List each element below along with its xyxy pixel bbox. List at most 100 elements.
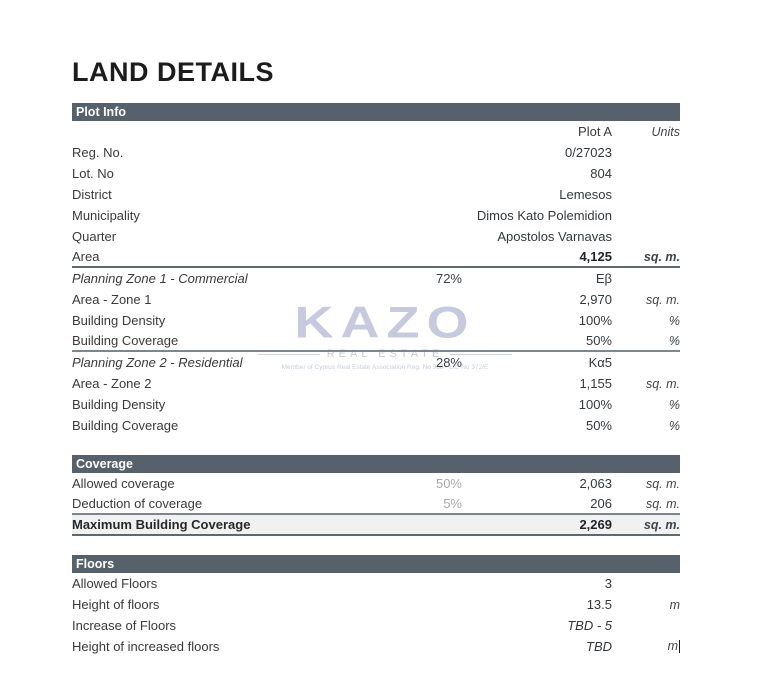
table-row: Area 4,125 sq. m. (72, 247, 680, 268)
row-label: Planning Zone 2 - Residential (72, 355, 243, 370)
table-row: Allowed coverage 50% 2,063 sq. m. (72, 473, 680, 494)
row-units: % (668, 333, 680, 348)
row-label: Building Density (72, 397, 166, 412)
table-row: Building Density 100%% (72, 310, 680, 331)
row-value: 804 (590, 166, 612, 181)
row-value: 13.5 (586, 597, 612, 612)
row-units: % (668, 313, 680, 328)
row-value: Dimos Kato Polemidion (476, 208, 612, 223)
watermark-rule-left (258, 353, 320, 355)
table-row: Deduction of coverage 5% 206 sq. m. (72, 494, 680, 515)
row-units[interactable]: m (667, 639, 680, 654)
text-cursor[interactable] (679, 639, 680, 653)
row-units: sq. m. (645, 292, 680, 307)
row-value: Eβ (595, 271, 612, 286)
row-mid: 28% (435, 355, 462, 370)
row-units: sq. m. (643, 517, 680, 532)
row-value: TBD (586, 639, 612, 654)
row-label: Building Coverage (72, 333, 179, 348)
table-row: Planning Zone 1 - Commercial 72% Eβ (72, 268, 680, 289)
row-mid: 72% (435, 271, 462, 286)
table-row: District Lemesos (72, 184, 680, 205)
row-label: Quarter (72, 229, 117, 244)
row-label: Deduction of coverage (72, 496, 203, 511)
table-row: Municipality Dimos Kato Polemidion (72, 205, 680, 226)
floors-rows: Allowed Floors 3 Height of floors 13.5 m Incr… (72, 573, 680, 657)
row-value: Kα5 (588, 355, 612, 370)
row-value: 1,155 (579, 376, 612, 391)
row-value: 2,970 (579, 292, 612, 307)
row-units: sq. m. (645, 476, 680, 491)
row-units: sq. m. (645, 496, 680, 511)
watermark-small-print: Member of Cyprus Real Estate Association… (281, 364, 489, 371)
table-row: Building Coverage 50%% (72, 331, 680, 352)
table-row: Maximum Building Coverage 2,269 sq. m. (72, 515, 680, 536)
column-header-plot: Plot A (578, 124, 612, 139)
table-row: Area - Zone 2 1,155 sq. m. (72, 373, 680, 394)
table-row: Planning Zone 2 - Residential 28% Kα5 (72, 352, 680, 373)
row-value: 3 (604, 576, 612, 591)
table-row: Allowed Floors 3 (72, 573, 680, 594)
column-header-row: Plot A Units (72, 121, 680, 142)
table-row: Building Density 100%% (72, 394, 680, 415)
row-mid: 5% (443, 496, 462, 511)
row-value: Lemesos (559, 187, 612, 202)
row-label: Planning Zone 1 - Commercial (72, 271, 248, 286)
column-header-units: Units (651, 124, 680, 139)
row-value: 100% (578, 397, 612, 412)
row-label: Municipality (72, 208, 140, 223)
coverage-rows: Allowed coverage 50% 2,063 sq. m. Deduction … (72, 473, 680, 536)
row-value: 2,269 (579, 517, 612, 532)
table-row: Reg. No. 0/27023 (72, 142, 680, 163)
row-units: sq. m. (643, 249, 680, 264)
row-label: District (72, 187, 112, 202)
row-value: TBD - 5 (567, 618, 612, 633)
watermark: KAZO REAL ESTATE Member of Cyprus Real E… (258, 298, 513, 371)
row-units: % (668, 418, 680, 433)
row-value: Apostolos Varnavas (497, 229, 612, 244)
row-units: m (669, 597, 680, 612)
row-value: 4,125 (579, 249, 612, 264)
table-row: Quarter Apostolos Varnavas (72, 226, 680, 247)
table-row: Building Coverage 50%% (72, 415, 680, 436)
row-value: 50% (585, 418, 612, 433)
row-label: Height of increased floors (72, 639, 220, 654)
row-units: sq. m. (645, 376, 680, 391)
row-label: Building Coverage (72, 418, 179, 433)
table-row: Area - Zone 1 2,970 sq. m. (72, 289, 680, 310)
row-label: Allowed Floors (72, 576, 158, 591)
row-label: Reg. No. (72, 145, 124, 160)
row-label: Maximum Building Coverage (72, 517, 251, 532)
row-label: Building Density (72, 313, 166, 328)
row-label: Area (72, 249, 100, 264)
row-units: % (668, 397, 680, 412)
table-row: Increase of Floors TBD - 5 (72, 615, 680, 636)
row-label: Area - Zone 2 (72, 376, 152, 391)
section-coverage: Coverage Allowed coverage 50% 2,063 sq. m. D… (72, 455, 680, 536)
table-row: Lot. No 804 (72, 163, 680, 184)
row-mid: 50% (435, 476, 462, 491)
section-header-coverage: Coverage (72, 455, 680, 473)
row-label: Allowed coverage (72, 476, 175, 491)
table-row: Height of floors 13.5 m (72, 594, 680, 615)
section-header-plot-info: Plot Info (72, 103, 680, 121)
row-value: 100% (578, 313, 612, 328)
table-row: Height of increased floors TBD m (72, 636, 680, 657)
plot-info-rows: Reg. No. 0/27023 Lot. No 804 District Lemesos… (72, 142, 680, 436)
row-label: Area - Zone 1 (72, 292, 152, 307)
section-floors: Floors Allowed Floors 3 Height of floors 13… (72, 555, 680, 657)
kazo-logo: KAZO (294, 298, 476, 348)
row-label: Increase of Floors (72, 618, 177, 633)
row-value: 50% (585, 333, 612, 348)
row-label: Height of floors (72, 597, 160, 612)
row-label: Lot. No (72, 166, 114, 181)
row-value: 206 (590, 496, 612, 511)
row-value: 0/27023 (565, 145, 612, 160)
watermark-rule-right (450, 353, 513, 355)
land-details-sheet: LAND DETAILS Plot Info Plot A Units Reg.… (72, 56, 680, 657)
section-plot-info: Plot Info Plot A Units Reg. No. 0/27023 Lo… (72, 103, 680, 436)
page-title: LAND DETAILS (72, 57, 274, 87)
section-header-floors: Floors (72, 555, 680, 573)
row-value: 2,063 (579, 476, 612, 491)
